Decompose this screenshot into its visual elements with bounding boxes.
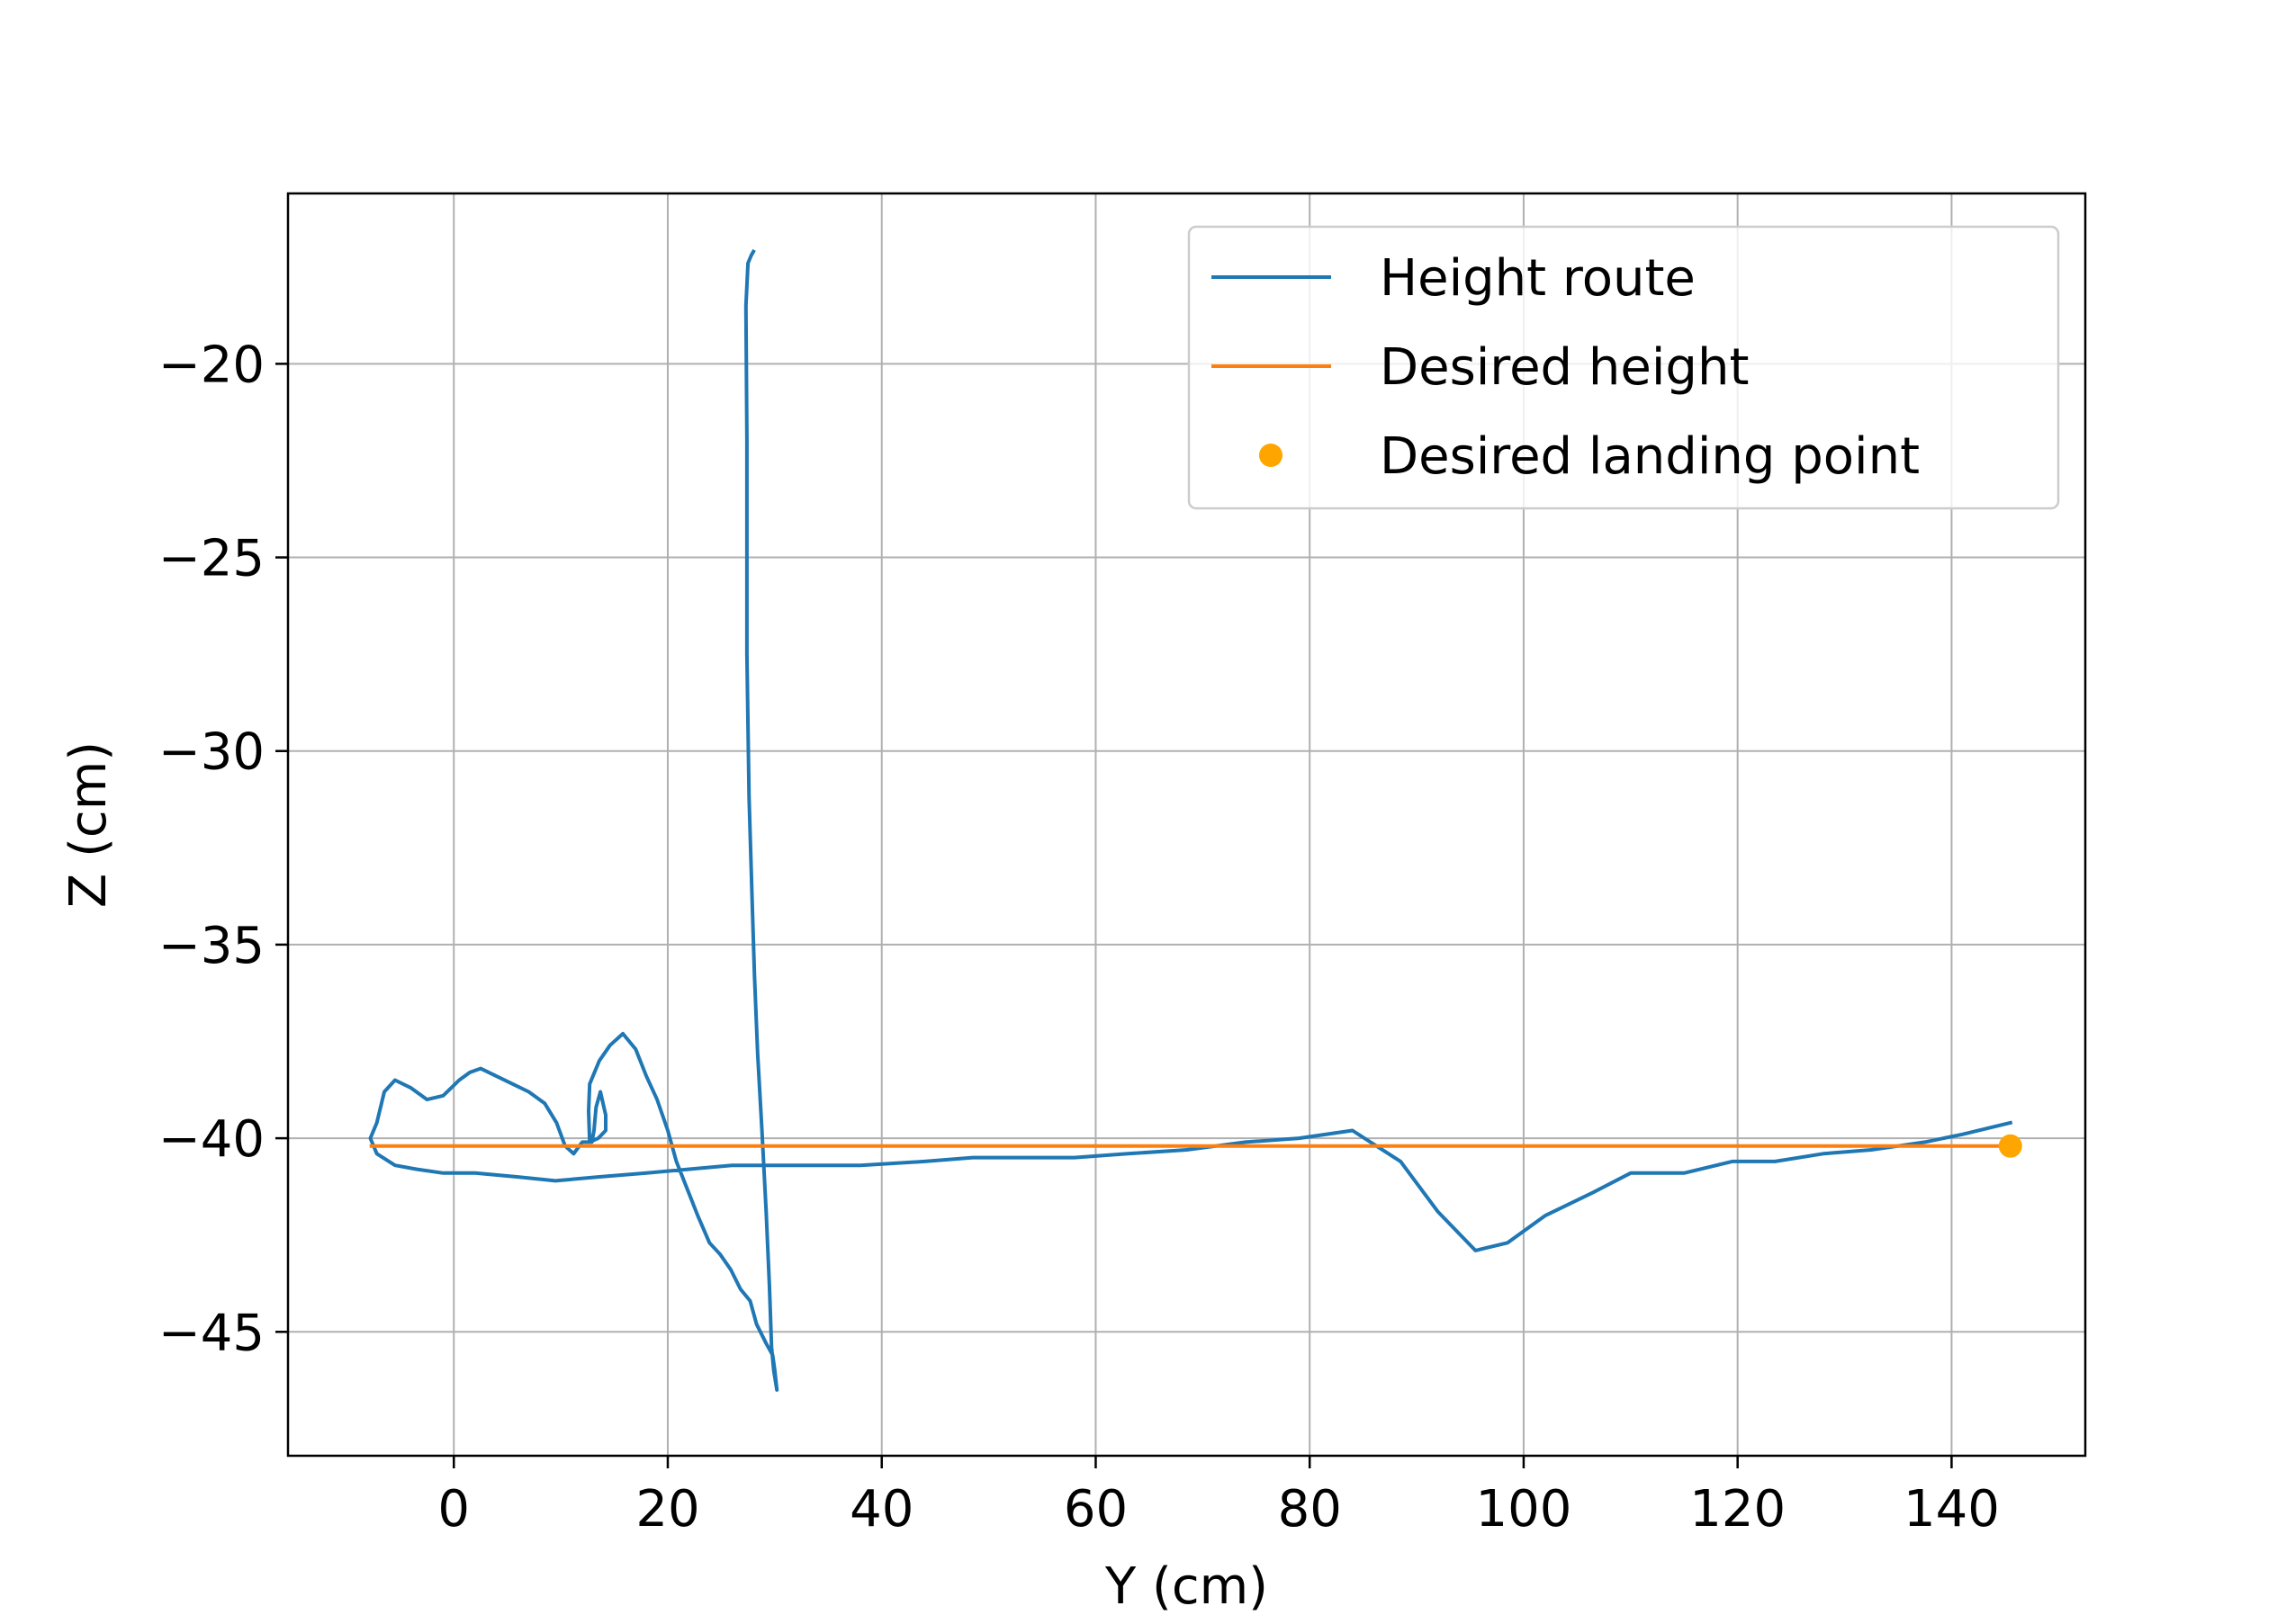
legend-box bbox=[1187, 225, 2060, 510]
x-axis-label: Y (cm) bbox=[1104, 1557, 1268, 1616]
desired-landing-point-marker bbox=[1998, 1134, 2022, 1158]
height-route-line bbox=[368, 248, 2013, 1392]
y-tick-label: −40 bbox=[158, 1110, 265, 1169]
x-tick-label: 60 bbox=[1064, 1480, 1128, 1539]
y-tick-label: −45 bbox=[158, 1304, 265, 1362]
y-tick-label: −20 bbox=[158, 336, 265, 394]
legend-label-desired-landing-point: Desired landing point bbox=[1380, 427, 1920, 486]
legend-swatch-desired-landing-point bbox=[1259, 444, 1282, 467]
x-tick-label: 120 bbox=[1689, 1480, 1786, 1539]
x-tick-label: 100 bbox=[1475, 1480, 1571, 1539]
legend-label-desired-height: Desired height bbox=[1380, 338, 1749, 397]
x-tick-label: 80 bbox=[1278, 1480, 1342, 1539]
legend: Height route Desired height Desired land… bbox=[1187, 225, 2060, 510]
y-tick-label: −25 bbox=[158, 530, 265, 588]
plot-series bbox=[368, 248, 2022, 1392]
legend-label-height-route: Height route bbox=[1380, 249, 1696, 308]
axis-ticks: 0 20 40 60 80 100 120 140 −20 −25 −30 −35 −40 −45 bbox=[158, 336, 2000, 1539]
x-tick-label: 0 bbox=[437, 1480, 470, 1539]
y-tick-label: −35 bbox=[158, 917, 265, 975]
x-tick-label: 140 bbox=[1904, 1480, 2000, 1539]
y-axis-label: Z (cm) bbox=[59, 741, 118, 908]
plot-frame bbox=[286, 192, 2087, 1458]
x-tick-label: 20 bbox=[635, 1480, 699, 1539]
y-tick-label: −30 bbox=[158, 723, 265, 782]
x-tick-label: 40 bbox=[850, 1480, 914, 1539]
